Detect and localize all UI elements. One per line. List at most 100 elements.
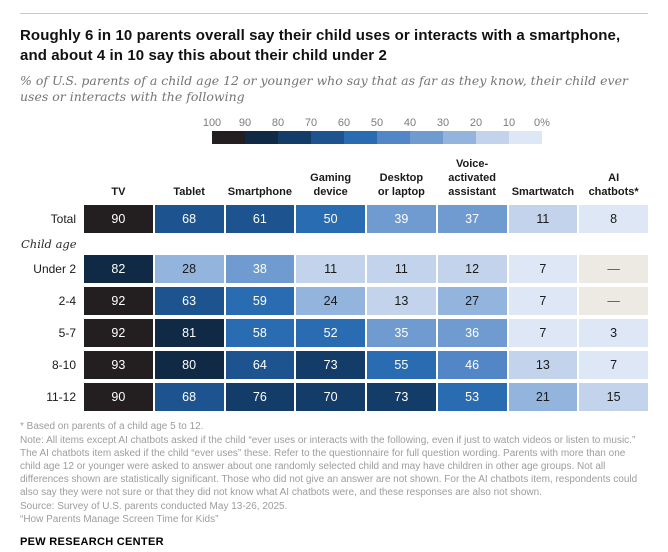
legend-color-bar (212, 131, 542, 145)
heatmap-cell: 80 (154, 351, 224, 380)
table-row: 8-10 93 80 64 73 55 46 13 7 (20, 351, 648, 380)
heatmap-cell: — (579, 287, 648, 316)
heatmap-table: TV Tablet Smartphone Gaming device Desktop o… (20, 148, 648, 412)
color-scale-legend: 100 90 80 70 60 50 40 30 20 10 0% (20, 117, 648, 145)
heatmap-cell: 68 (154, 205, 224, 234)
heatmap-cell: 35 (367, 319, 436, 348)
heatmap-cell: 39 (367, 205, 436, 234)
legend-tick-label: 90 (238, 117, 252, 130)
row-cells: 92 63 59 24 13 27 7— (84, 287, 648, 316)
group-label: Child age (21, 237, 77, 252)
heatmap-cell: 52 (296, 319, 365, 348)
footnotes: * Based on parents of a child age 5 to 1… (20, 420, 648, 526)
heatmap-cell: 59 (225, 287, 295, 316)
heatmap-cell: 3 (579, 319, 648, 348)
row-cells: 82 28 38 11 11 12 7— (84, 255, 648, 284)
heatmap-cell: 92 (84, 287, 153, 316)
footnote-source: Source: Survey of U.S. parents conducted… (20, 500, 288, 512)
legend-tick-label: 70 (304, 117, 318, 130)
legend-color-segment (476, 131, 509, 145)
heatmap-cell: 50 (296, 205, 365, 234)
legend-tick-label: 40 (403, 117, 417, 130)
heatmap-cell: 46 (437, 351, 507, 380)
heatmap-cell: — (579, 255, 648, 284)
page-title: Roughly 6 in 10 parents overall say thei… (20, 27, 621, 64)
heatmap-body: Total 90 68 61 50 39 37 11 8 Child age Under 2 82 28… (20, 205, 648, 412)
legend-tick-label: 100 (202, 117, 222, 130)
heatmap-cell: 12 (437, 255, 507, 284)
heatmap-cell: 90 (84, 205, 153, 234)
heatmap-cell: 81 (154, 319, 224, 348)
row-label: 8-10 (51, 358, 76, 373)
heatmap-cell: 13 (508, 351, 578, 380)
column-header: Tablet (173, 185, 205, 198)
legend-tick-label: 0% (534, 117, 550, 130)
legend-color-segment (212, 131, 245, 145)
heatmap-cell: 7 (508, 319, 578, 348)
heatmap-cell: 15 (579, 383, 648, 412)
heatmap-cell: 24 (296, 287, 365, 316)
legend-color-segment (344, 131, 377, 145)
heatmap-cell: 27 (437, 287, 507, 316)
legend-color-segment (377, 131, 410, 145)
row-cells: 92 81 58 52 35 36 7 3 (84, 319, 648, 348)
column-header: AI chatbots* (588, 171, 639, 198)
legend-tick-label: 80 (271, 117, 285, 130)
row-label: 5-7 (58, 326, 76, 341)
group-label-row: Child age (20, 237, 648, 251)
legend-tick-label: 60 (337, 117, 351, 130)
footnote-report-title: “How Parents Manage Screen Time for Kids… (20, 513, 219, 525)
legend-color-segment (311, 131, 344, 145)
column-headers: TV Tablet Smartphone Gaming device Desktop o… (84, 158, 648, 202)
legend-tick-label: 30 (436, 117, 450, 130)
heatmap-cell: 64 (225, 351, 295, 380)
heatmap-cell: 7 (508, 287, 578, 316)
column-header: Voice- activated assistant (448, 158, 496, 198)
legend-tick-label: 10 (502, 117, 516, 130)
heatmap-cell: 76 (225, 383, 295, 412)
footnote-note: Note: All items except AI chatbots asked… (20, 434, 638, 499)
heatmap-cell: 61 (225, 205, 295, 234)
heatmap-cell: 73 (367, 383, 436, 412)
heatmap-cell: 7 (579, 351, 648, 380)
legend-tick-label: 20 (469, 117, 483, 130)
pew-research-center-logo: PEW RESEARCH CENTER (20, 535, 164, 548)
heatmap-cell: 93 (84, 351, 153, 380)
top-divider (20, 13, 648, 14)
heatmap-cell: 7 (508, 255, 578, 284)
column-header-row: TV Tablet Smartphone Gaming device Desktop o… (20, 148, 648, 202)
heatmap-cell: 92 (84, 319, 153, 348)
column-header: Desktop or laptop (377, 171, 425, 198)
heatmap-cell: 55 (367, 351, 436, 380)
heatmap-cell: 21 (508, 383, 578, 412)
heatmap-cell: 11 (296, 255, 365, 284)
heatmap-cell: 38 (225, 255, 295, 284)
row-cells: 93 80 64 73 55 46 13 7 (84, 351, 648, 380)
heatmap-cell: 11 (367, 255, 436, 284)
legend-tick-labels: 100 90 80 70 60 50 40 30 20 10 0% (203, 117, 550, 130)
heatmap-cell: 37 (437, 205, 507, 234)
row-cells: 90 68 61 50 39 37 11 8 (84, 205, 648, 234)
heatmap-cell: 11 (508, 205, 578, 234)
legend-color-segment (443, 131, 476, 145)
legend-color-segment (410, 131, 443, 145)
column-header: TV (111, 185, 126, 198)
column-header: Smartwatch (511, 185, 575, 198)
row-cells: 90 68 76 70 73 53 21 15 (84, 383, 648, 412)
row-label: 11-12 (46, 390, 76, 405)
legend-color-segment (278, 131, 311, 145)
row-label: Total (50, 212, 76, 227)
heatmap-cell: 13 (367, 287, 436, 316)
page-subtitle: % of U.S. parents of a child age 12 or y… (20, 72, 628, 105)
heatmap-cell: 90 (84, 383, 153, 412)
heatmap-cell: 73 (296, 351, 365, 380)
table-row: Under 2 82 28 38 11 11 12 7— (20, 255, 648, 284)
heatmap-cell: 82 (84, 255, 153, 284)
heatmap-cell: 58 (225, 319, 295, 348)
table-row: 5-7 92 81 58 52 35 36 7 3 (20, 319, 648, 348)
heatmap-cell: 68 (154, 383, 224, 412)
column-header: Smartphone (227, 185, 292, 198)
footnote-star: * Based on parents of a child age 5 to 1… (20, 421, 204, 433)
legend-tick-label: 50 (370, 117, 384, 130)
